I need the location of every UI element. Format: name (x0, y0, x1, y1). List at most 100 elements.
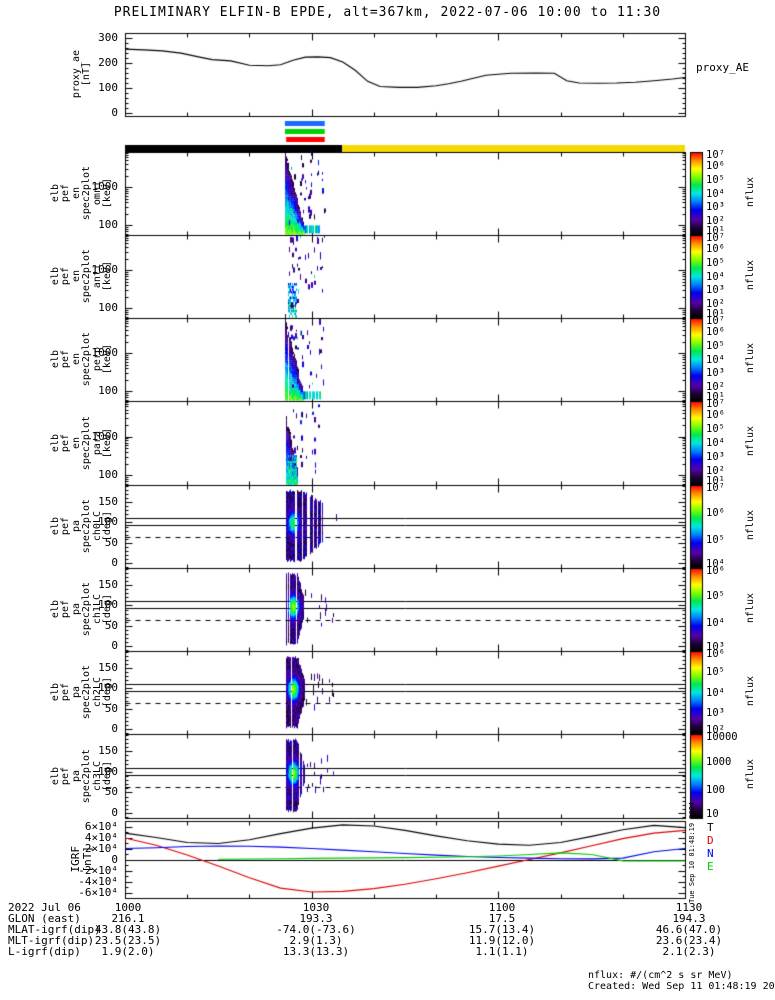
axis-label-word: spec2plot (81, 415, 92, 471)
y-tick-label: 4×10⁴ (84, 830, 118, 844)
y-tick-label: 150 (98, 661, 118, 675)
colorbar-tick-label: 10¹ (706, 308, 725, 320)
colorbar-tick-label: 10⁶ (706, 159, 725, 172)
colorbar-tick-label: 10⁷ (706, 315, 725, 327)
y-tick-label: 150 (98, 744, 118, 758)
y-tick-label: 1000 (91, 429, 119, 443)
table-cell: 11.9(12.0) (468, 934, 536, 947)
table-cell: 46.6(47.0) (655, 923, 723, 936)
colorbar-title-pa_ch2: nflux (745, 675, 756, 706)
colorbar-title-pa_ch0: nflux (745, 509, 756, 540)
colorbar-title-en_anti: nflux (745, 259, 756, 290)
colorbar-tick-label: 10⁵ (706, 173, 725, 186)
y-tick-label: 100 (98, 515, 118, 529)
colorbar-title-en_perp: nflux (745, 342, 756, 373)
time-tick-label: 1030 (302, 901, 330, 914)
y-tick-label: 0 (111, 106, 118, 120)
y-tick-label: 100 (98, 384, 118, 398)
y-tick-label: 200 (98, 56, 118, 70)
y-tick-label: -2×10⁴ (78, 863, 118, 877)
colorbar-tick-label: 10³ (706, 451, 725, 463)
colorbar-tick-label: 10000 (706, 731, 738, 743)
colorbar-tick-label: 10⁴ (706, 353, 725, 366)
y-tick-label: 50 (104, 785, 118, 799)
colorbar-tick-label: 10⁷ (706, 232, 725, 244)
colorbar-tick-label: 10² (706, 381, 725, 394)
side-timestamp: Tue Sep 10 01:48:19 2024 (688, 801, 696, 903)
colorbar-tick-label: 10³ (706, 641, 725, 653)
y-tick-label: 1000 (91, 346, 119, 360)
table-cell: 1.9(2.0) (101, 945, 155, 958)
y-tick-label: 0 (111, 556, 118, 570)
colorbar-title-en_para: nflux (745, 426, 756, 457)
y-tick-label: 100 (98, 598, 118, 612)
table-cell: 13.3(13.3) (282, 945, 350, 958)
axis-label-word: spec2plot (81, 166, 92, 221)
colorbar-title-en_omni: nflux (745, 176, 756, 207)
colorbar-tick-label: 1000 (706, 756, 732, 768)
colorbar-tick-label: 10⁴ (706, 270, 725, 283)
table-cell: -74.0(-73.6) (276, 923, 356, 936)
colorbar-tick-label: 10⁵ (706, 589, 725, 602)
table-row-label: MLT-igrf(dip) (8, 934, 95, 947)
colorbar-tick-label: 10³ (706, 201, 725, 214)
colorbar-tick-label: 100 (706, 784, 725, 796)
y-tick-label: 100 (98, 218, 118, 232)
y-tick-label: 50 (104, 701, 118, 715)
colorbar-tick-label: 10³ (706, 284, 725, 297)
table-cell: 2.9(1.3) (289, 934, 343, 947)
proxy-ae-right-label: proxy_AE (696, 61, 749, 74)
colorbar-tick-label: 10¹ (706, 225, 725, 237)
colorbar-tick-label: 10⁶ (706, 242, 725, 255)
igrf-legend-N: N (707, 847, 714, 860)
time-tick-label: 1130 (675, 901, 703, 914)
colorbar-tick-label: 10 (706, 808, 719, 820)
page-title: PRELIMINARY ELFIN-B EPDE, alt=367km, 202… (113, 5, 662, 20)
colorbar-tick-label: 10⁴ (706, 558, 725, 570)
colorbar-tick-label: 10¹ (706, 475, 725, 487)
colorbar-tick-label: 10² (706, 724, 725, 736)
footer-units: nflux: #/(cm^2 s sr MeV) (588, 970, 733, 981)
colorbar-tick-label: 10⁵ (706, 339, 725, 352)
table-row-label: GLON (east) (8, 912, 81, 925)
axis-label-word: spec2plot (81, 249, 92, 304)
table-cell: 15.7(13.4) (468, 923, 536, 936)
y-tick-label: 150 (98, 495, 118, 509)
colorbar-tick-label: 10⁷ (706, 482, 725, 494)
time-tick-label: 1100 (488, 901, 516, 914)
colorbar-tick-label: 10⁵ (706, 256, 725, 269)
table-cell: 2.1(2.3) (662, 945, 716, 958)
colorbar-tick-label: 10⁷ (706, 149, 725, 161)
table-cell: 43.8(43.8) (94, 923, 162, 936)
colorbar-tick-label: 10⁴ (706, 686, 725, 699)
colorbar-tick-label: 10⁷ (706, 398, 725, 410)
colorbar-tick-label: 10⁶ (706, 648, 725, 660)
igrf-legend-E: E (707, 860, 714, 873)
colorbar-tick-label: 10³ (706, 367, 725, 380)
colorbar-tick-label: 10³ (706, 707, 725, 720)
y-tick-label: -4×10⁴ (78, 874, 118, 888)
colorbar-tick-label: 10⁵ (706, 423, 725, 435)
colorbar-tick-label: 10⁴ (706, 187, 725, 200)
y-tick-label: 100 (98, 81, 118, 95)
colorbar-tick-label: 10⁴ (706, 437, 725, 449)
colorbar-tick-label: 10² (706, 298, 725, 311)
table-row-label: MLAT-igrf(dip) (8, 923, 101, 936)
y-tick-label: 100 (98, 301, 118, 315)
time-tick-label: 1000 (114, 901, 142, 914)
y-tick-label: 0 (111, 722, 118, 736)
table-cell: 23.6(23.4) (655, 934, 723, 947)
colorbar-title-pa_ch1: nflux (745, 592, 756, 623)
y-tick-label: 100 (98, 468, 118, 482)
igrf-legend-T: T (707, 821, 714, 834)
colorbar-tick-label: 10² (706, 465, 725, 477)
colorbar-tick-label: 10⁵ (706, 534, 725, 547)
y-tick-label: 150 (98, 578, 118, 592)
table-cell: 1.1(1.1) (475, 945, 529, 958)
footer-created: Created: Wed Sep 11 01:48:19 2024 (588, 981, 775, 992)
y-tick-label: 300 (98, 31, 118, 45)
igrf-legend-D: D (707, 834, 714, 847)
colorbar-tick-label: 10⁵ (706, 665, 725, 678)
